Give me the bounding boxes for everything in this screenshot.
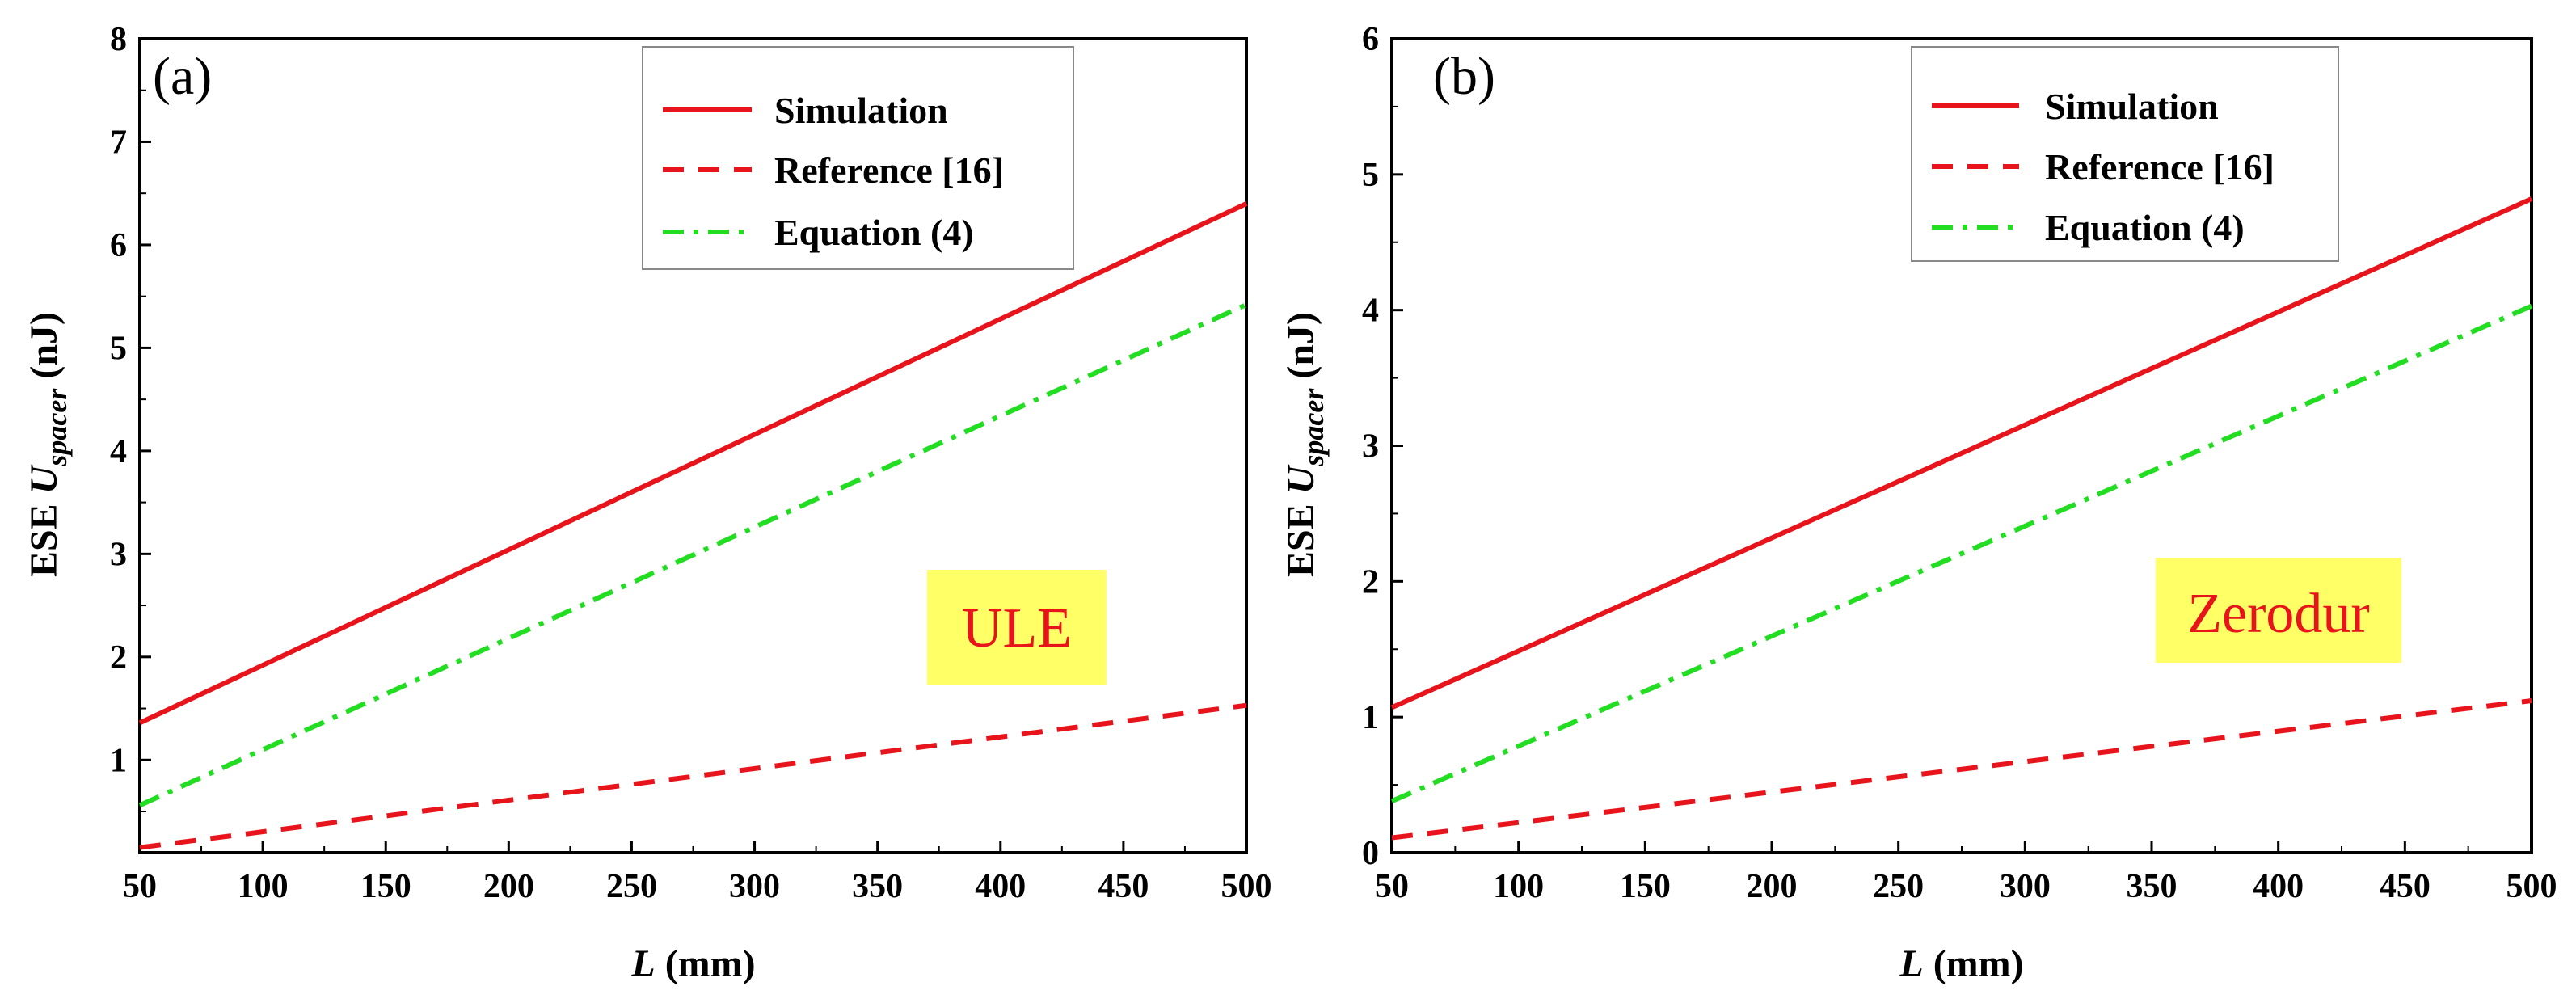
panel-b-label: (b) <box>1433 47 1495 106</box>
panel-b-y-axis-label: ESE Uspacer (nJ) <box>1280 312 1330 577</box>
panel-a-y-tick-label: 1 <box>110 742 127 779</box>
panel-b-series-simulation <box>1390 196 2533 710</box>
panel-b-y-tick-label: 0 <box>1362 835 1379 872</box>
panel-b-x-tick-label: 500 <box>2506 868 2557 905</box>
panel-a-x-tick-label: 100 <box>238 868 289 905</box>
panel-a-x-tick-label: 500 <box>1221 868 1272 905</box>
panel-b-y-tick-label: 6 <box>1362 21 1379 58</box>
panel-b-x-tick-label: 50 <box>1375 868 1409 905</box>
panel-a-y-tick-label: 4 <box>110 433 127 470</box>
panel-a-x-axis-label: L (mm) <box>630 942 755 985</box>
panel-a-label: (a) <box>153 47 212 106</box>
panel-a-x-tick-label: 350 <box>852 868 903 905</box>
panel-b-y-tick-label: 1 <box>1362 699 1379 736</box>
panel-a-legend: Simulation Reference [16] Equation (4) <box>642 46 1074 270</box>
panel-b-legend: Simulation Reference [16] Equation (4) <box>1911 46 2339 262</box>
panel-a-y-tick-label: 8 <box>110 21 127 58</box>
panel-a-y-tick-label: 2 <box>110 639 127 676</box>
panel-b-x-tick-label: 150 <box>1620 868 1671 905</box>
panel-a-x-tick-label: 250 <box>606 868 657 905</box>
panel-a: (a) 50 100 150 200 250 300 350 400 450 500 1 2 3 4 5 6 7… <box>23 21 1272 985</box>
panel-a-x-tick-label: 400 <box>975 868 1026 905</box>
panel-b-material-label: Zerodur <box>2187 583 2369 645</box>
panel-a-ticks: 50 100 150 200 250 300 350 400 450 500 1 2 3 4 5 6 7 8 <box>110 21 1272 905</box>
panel-b-x-tick-label: 200 <box>1747 868 1798 905</box>
panel-b-x-tick-label: 300 <box>2000 868 2051 905</box>
panel-b-series <box>1390 196 2533 841</box>
panel-b-x-tick-label: 350 <box>2127 868 2178 905</box>
panel-b-y-tick-label: 5 <box>1362 157 1379 194</box>
panel-a-series <box>138 201 1248 850</box>
panel-b-x-tick-label: 450 <box>2380 868 2431 905</box>
panel-a-series-equation-4 <box>138 302 1248 808</box>
panel-a-x-tick-label: 450 <box>1098 868 1149 905</box>
panel-a-y-tick-label: 3 <box>110 536 127 573</box>
panel-a-series-simulation <box>138 201 1248 726</box>
panel-a-y-tick-label: 5 <box>110 330 127 367</box>
panel-b-x-tick-label: 250 <box>1873 868 1924 905</box>
legend-a-equation-label: Equation (4) <box>774 212 974 253</box>
panel-a-x-tick-label: 50 <box>123 868 157 905</box>
panel-b-ticks: 50 100 150 200 250 300 350 400 450 500 0 1 2 3 4 5 6 <box>1362 21 2557 905</box>
panel-a-material-box <box>927 570 1107 685</box>
legend-b-equation-label: Equation (4) <box>2045 207 2245 248</box>
legend-b-reference-label: Reference [16] <box>2045 146 2275 188</box>
panel-b-x-tick-label: 100 <box>1493 868 1544 905</box>
panel-a-x-tick-label: 150 <box>360 868 411 905</box>
panel-a-y-tick-label: 6 <box>110 227 127 264</box>
panel-b-y-tick-label: 2 <box>1362 563 1379 601</box>
panel-b-material-box <box>2156 558 2401 663</box>
legend-a-simulation-label: Simulation <box>774 90 948 131</box>
panel-b: (b) 50 100 150 200 250 300 350 400 450 500 0 1 2 3 4 5 6… <box>1280 21 2557 985</box>
panel-a-material-label: ULE <box>962 597 1072 660</box>
panel-b-y-tick-label: 3 <box>1362 428 1379 466</box>
legend-a-reference-label: Reference [16] <box>774 150 1004 191</box>
panel-b-y-tick-label: 4 <box>1362 293 1379 330</box>
legend-b-simulation-label: Simulation <box>2045 86 2219 127</box>
panel-a-x-tick-label: 300 <box>729 868 780 905</box>
panel-b-x-tick-label: 400 <box>2253 868 2304 905</box>
panel-a-y-axis-label: ESE Uspacer (nJ) <box>23 312 73 577</box>
panel-b-series-equation-4 <box>1390 303 2533 803</box>
panel-a-x-tick-label: 200 <box>483 868 534 905</box>
panel-a-series-reference-16 <box>139 702 1247 850</box>
panel-b-x-axis-label: L (mm) <box>1899 942 2023 985</box>
panel-b-series-reference-16 <box>1391 698 2532 841</box>
panel-a-y-tick-label: 7 <box>110 124 127 161</box>
